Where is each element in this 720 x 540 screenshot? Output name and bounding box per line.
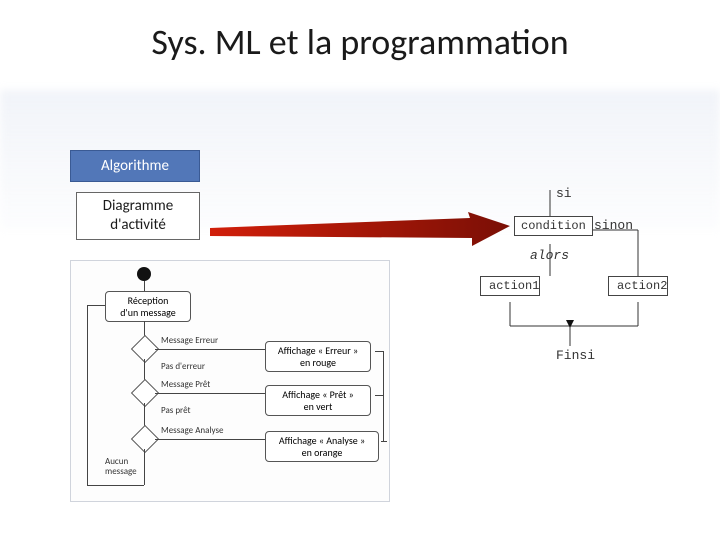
decision-1-label: Message Erreur [161, 335, 218, 346]
label-alors: alors [530, 248, 569, 263]
tab-algorithme: Algorithme [70, 150, 200, 182]
decision-3-alt: Aucun message [105, 457, 137, 477]
arrow-red [210, 212, 510, 252]
pret-l2: en vert [304, 400, 333, 413]
label-finsi: Finsi [556, 348, 595, 363]
decision-1-alt: Pas d'erreur [161, 361, 205, 372]
condition-flowchart: si condition sinon alors action1 action2… [470, 190, 670, 380]
node-action2: action2 [608, 276, 668, 296]
decision-3-label: Message Analyse [161, 425, 224, 436]
reception-l2: d'un message [120, 306, 175, 319]
label-sinon: sinon [594, 218, 633, 233]
box-erreur: Affichage « Erreur » en rouge [265, 341, 371, 372]
box-reception: Réception d'un message [105, 291, 191, 322]
page-title: Sys. ML et la programmation [0, 20, 720, 64]
ana-l2: en orange [302, 446, 343, 459]
tab-diagramme-activite: Diagramme d'activité [76, 192, 200, 240]
node-action1: action1 [480, 276, 540, 296]
label-stack: Algorithme Diagramme d'activité [70, 150, 200, 240]
label-si: si [556, 186, 572, 201]
initial-node-icon [137, 267, 151, 281]
err-l2: en rouge [300, 356, 336, 369]
box-analyse: Affichage « Analyse » en orange [265, 431, 379, 462]
node-condition: condition [514, 216, 593, 236]
decision-2-label: Message Prêt [161, 379, 210, 390]
subtab-line2: d'activité [110, 216, 166, 234]
activity-diagram: Réception d'un message Message Erreur Af… [70, 260, 390, 502]
decision-2-alt: Pas prêt [161, 405, 191, 416]
subtab-line1: Diagramme [103, 197, 173, 215]
box-pret: Affichage « Prêt » en vert [265, 385, 371, 416]
